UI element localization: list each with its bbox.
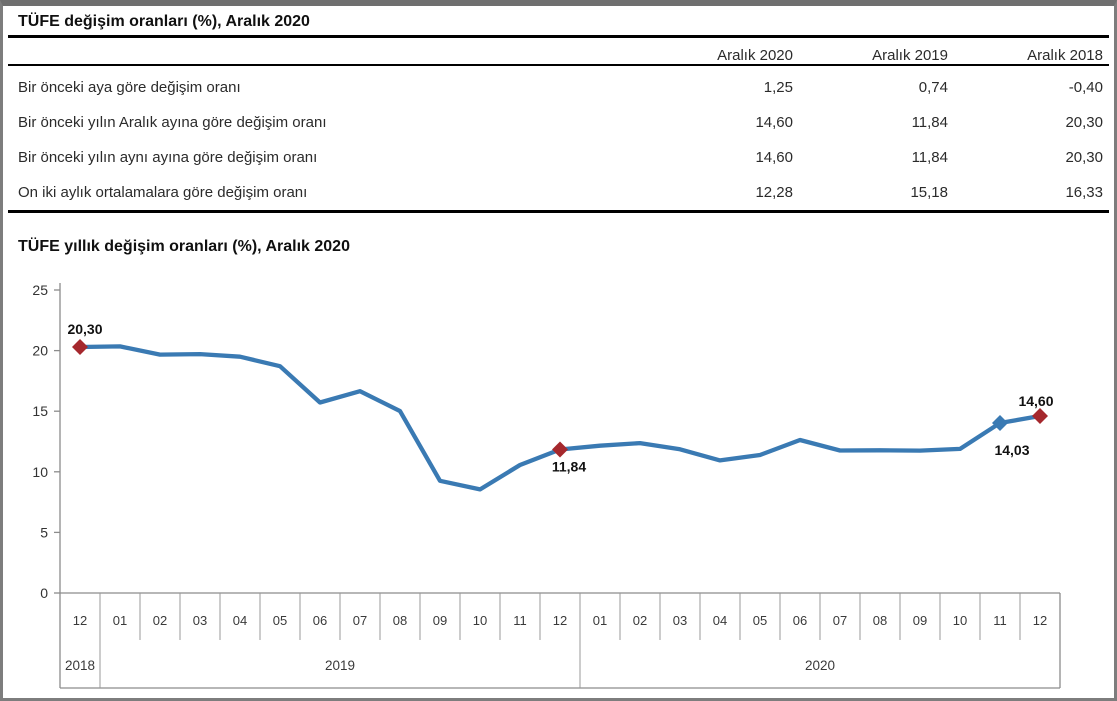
row-label: On iki aylık ortalamalara göre değişim o… <box>18 184 308 201</box>
month-label: 04 <box>713 613 727 628</box>
month-label: 12 <box>1033 613 1047 628</box>
table-row: Bir önceki yılın Aralık ayına göre değiş… <box>18 105 1103 140</box>
table-bottom-rule <box>8 210 1109 213</box>
month-label: 03 <box>193 613 207 628</box>
row-value: 11,84 <box>911 149 948 166</box>
month-label: 06 <box>313 613 327 628</box>
row-label: Bir önceki yılın aynı ayına göre değişim… <box>18 149 318 166</box>
month-label: 11 <box>993 613 1007 628</box>
table-row: On iki aylık ortalamalara göre değişim o… <box>18 175 1103 210</box>
row-value: 15,18 <box>910 184 948 201</box>
y-axis-tick-label: 15 <box>32 403 48 419</box>
table-rows: Bir önceki aya göre değişim oranı 1,25 0,7… <box>18 70 1103 210</box>
month-label: 10 <box>953 613 967 628</box>
month-label: 09 <box>433 613 447 628</box>
year-label: 2018 <box>65 658 95 673</box>
y-axis-tick-label: 20 <box>32 343 48 359</box>
y-axis-tick-label: 0 <box>40 585 48 601</box>
row-value: 20,30 <box>1065 149 1103 166</box>
data-point-marker <box>992 414 1008 431</box>
month-label: 01 <box>593 613 607 628</box>
data-label: 20,30 <box>67 321 102 337</box>
month-label: 08 <box>873 613 887 628</box>
year-label: 2020 <box>805 658 835 673</box>
table-header-row: Aralık 2020 Aralık 2019 Aralık 2018 <box>18 40 1103 64</box>
month-label: 04 <box>233 613 247 628</box>
header-rule <box>8 64 1109 66</box>
year-label: 2019 <box>325 658 355 673</box>
month-label: 07 <box>353 613 367 628</box>
column-header: Aralık 2019 <box>872 47 948 64</box>
data-label: 14,03 <box>994 442 1029 458</box>
data-point-marker <box>1032 408 1048 425</box>
month-label: 11 <box>513 613 527 628</box>
data-point-marker <box>72 338 88 355</box>
month-label: 02 <box>153 613 167 628</box>
row-value: 1,25 <box>763 79 793 96</box>
row-value: 20,30 <box>1065 114 1103 131</box>
month-label: 09 <box>913 613 927 628</box>
y-axis-tick-label: 5 <box>40 524 48 540</box>
table-row: Bir önceki aya göre değişim oranı 1,25 0,7… <box>18 70 1103 105</box>
row-value: 16,33 <box>1065 184 1103 201</box>
month-label: 07 <box>833 613 847 628</box>
chart-title: TÜFE yıllık değişim oranları (%), Aralık… <box>18 238 350 255</box>
row-value: 14,60 <box>755 149 793 166</box>
month-label: 03 <box>673 613 687 628</box>
month-label: 05 <box>753 613 767 628</box>
row-value: 14,60 <box>755 114 793 131</box>
row-label: Bir önceki aya göre değişim oranı <box>18 79 241 96</box>
data-label: 11,84 <box>552 458 586 474</box>
row-value: 0,74 <box>918 79 948 96</box>
data-point-marker <box>552 441 568 458</box>
month-label: 12 <box>73 613 87 628</box>
table-row: Bir önceki yılın aynı ayına göre değişim… <box>18 140 1103 175</box>
month-label: 01 <box>113 613 127 628</box>
title-rule <box>8 35 1109 38</box>
data-label: 14,60 <box>1018 393 1053 409</box>
row-value: 11,84 <box>911 114 948 131</box>
row-label: Bir önceki yılın Aralık ayına göre değiş… <box>18 114 327 131</box>
month-label: 02 <box>633 613 647 628</box>
row-value: 12,28 <box>755 184 793 201</box>
y-axis-tick-label: 25 <box>32 282 48 298</box>
month-label: 10 <box>473 613 487 628</box>
column-header: Aralık 2020 <box>717 47 793 64</box>
month-label: 12 <box>553 613 567 628</box>
month-label: 06 <box>793 613 807 628</box>
table-title: TÜFE değişim oranları (%), Aralık 2020 <box>18 13 310 30</box>
month-label: 08 <box>393 613 407 628</box>
month-label: 05 <box>273 613 287 628</box>
row-value: -0,40 <box>1068 79 1103 96</box>
y-axis-tick-label: 10 <box>32 464 48 480</box>
column-header: Aralık 2018 <box>1027 47 1103 64</box>
